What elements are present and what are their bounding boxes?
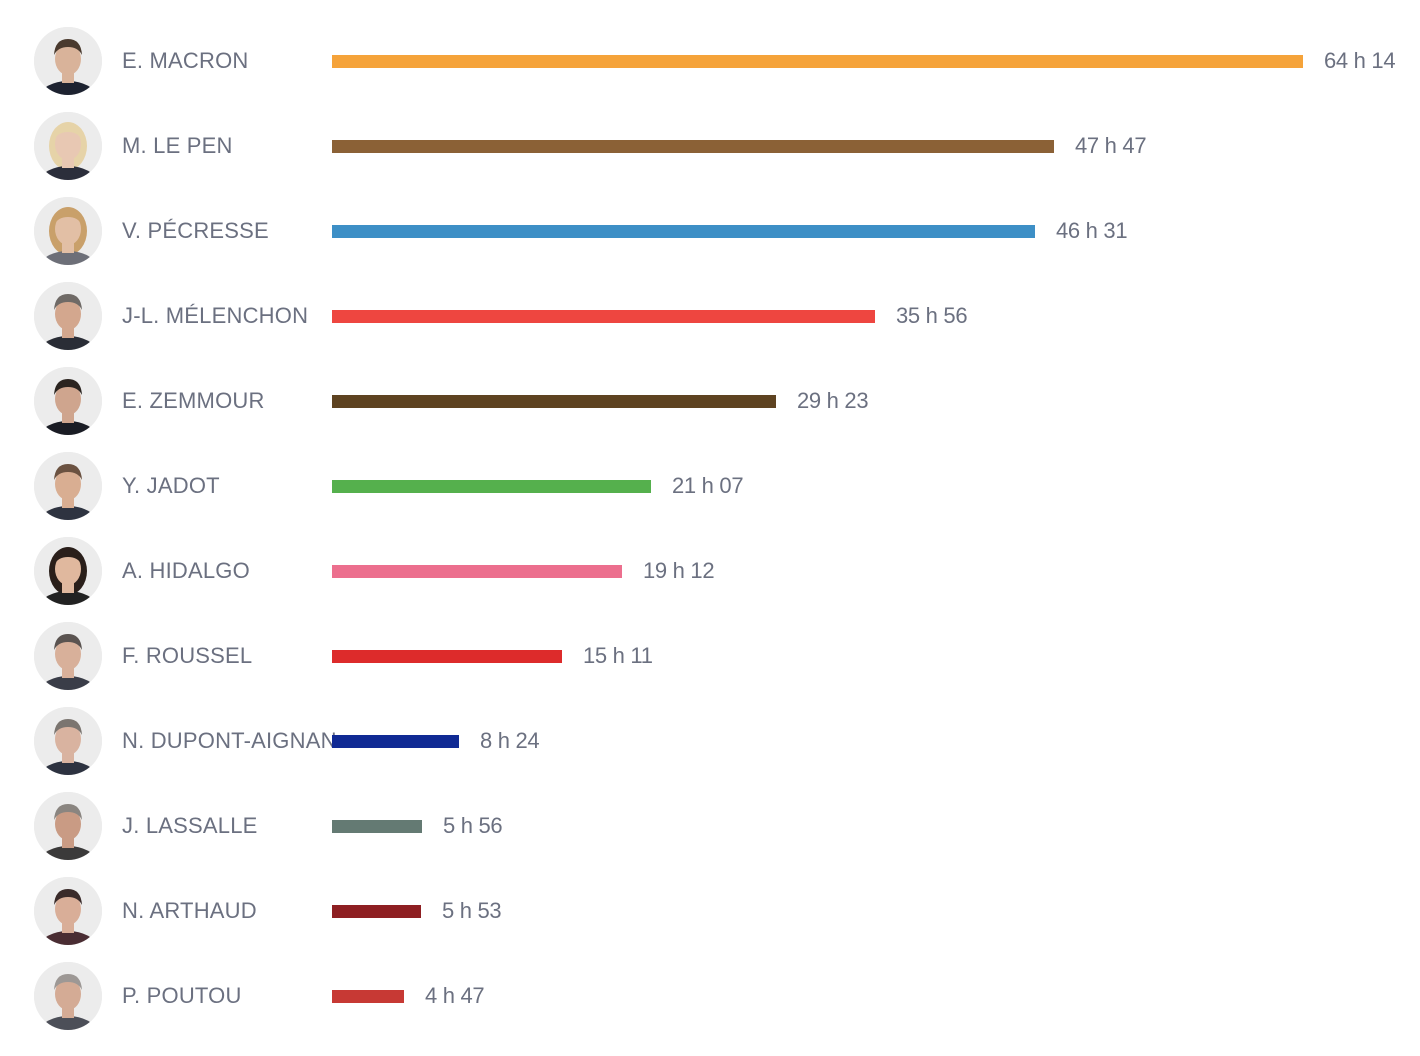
candidate-name-label: F. ROUSSEL [122,643,253,668]
candidate-name-label: Y. JADOT [122,473,220,498]
value-label: 21 h 07 [672,473,744,498]
value-label: 19 h 12 [643,558,715,583]
value-label: 5 h 56 [443,813,503,838]
chart-row: F. ROUSSEL 15 h 11 [0,614,1420,699]
portrait-lassalle-icon [34,792,102,860]
value-label: 15 h 11 [583,643,653,668]
candidate-name-label: N. ARTHAUD [122,898,257,923]
chart-row: J. LASSALLE 5 h 56 [0,784,1420,869]
candidate-name-label: E. MACRON [122,48,249,73]
candidate-name-label: E. ZEMMOUR [122,388,265,413]
value-label: 47 h 47 [1075,133,1147,158]
bar [332,55,1303,68]
bar [332,225,1035,238]
value-label: 35 h 56 [896,303,968,328]
bar [332,140,1054,153]
chart-row: M. LE PEN 47 h 47 [0,104,1420,189]
value-label: 64 h 14 [1324,48,1396,73]
chart-row: E. MACRON 64 h 14 [0,19,1420,104]
candidate-name-label: V. PÉCRESSE [122,218,269,243]
portrait-hidalgo-icon [34,537,102,605]
portrait-melenchon-icon [34,282,102,350]
chart-row: J-L. MÉLENCHON 35 h 56 [0,274,1420,359]
chart-row: A. HIDALGO 19 h 12 [0,529,1420,614]
chart-row: V. PÉCRESSE 46 h 31 [0,189,1420,274]
bar [332,820,422,833]
bar [332,735,459,748]
chart-row: Y. JADOT 21 h 07 [0,444,1420,529]
chart-row: P. POUTOU 4 h 47 [0,954,1420,1039]
bar [332,310,875,323]
chart-row: N. DUPONT-AIGNAN 8 h 24 [0,699,1420,784]
portrait-le-pen-icon [34,112,102,180]
portrait-jadot-icon [34,452,102,520]
bar [332,990,404,1003]
bar [332,480,651,493]
value-label: 46 h 31 [1056,218,1128,243]
portrait-macron-icon [34,27,102,95]
bar [332,650,562,663]
bar [332,565,622,578]
candidate-name-label: P. POUTOU [122,983,242,1008]
chart-row: E. ZEMMOUR 29 h 23 [0,359,1420,444]
bar [332,905,421,918]
value-label: 29 h 23 [797,388,869,413]
chart-row: N. ARTHAUD 5 h 53 [0,869,1420,954]
portrait-roussel-icon [34,622,102,690]
value-label: 5 h 53 [442,898,502,923]
portrait-pecresse-icon [34,197,102,265]
candidate-name-label: M. LE PEN [122,133,233,158]
candidate-name-label: A. HIDALGO [122,558,250,583]
value-label: 4 h 47 [425,983,485,1008]
candidate-name-label: N. DUPONT-AIGNAN [122,728,337,753]
portrait-dupont-aignan-icon [34,707,102,775]
portrait-zemmour-icon [34,367,102,435]
candidate-name-label: J. LASSALLE [122,813,258,838]
portrait-poutou-icon [34,962,102,1030]
value-label: 8 h 24 [480,728,540,753]
portrait-arthaud-icon [34,877,102,945]
candidate-name-label: J-L. MÉLENCHON [122,303,309,328]
bar [332,395,776,408]
